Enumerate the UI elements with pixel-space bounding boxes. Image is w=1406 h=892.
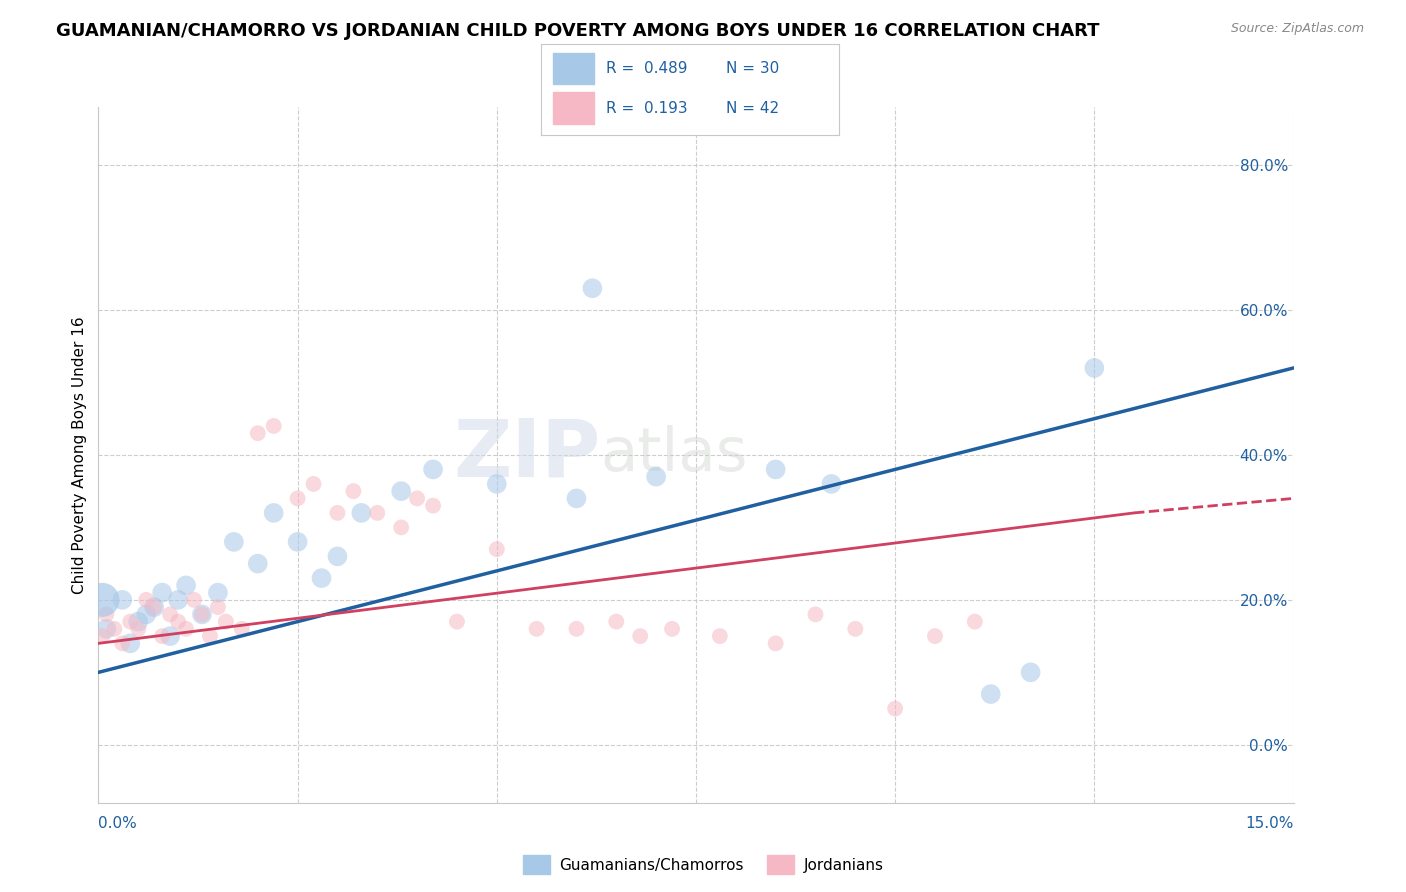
Point	[581, 281, 603, 295]
Point	[143, 600, 166, 615]
Point	[389, 484, 412, 499]
Point	[222, 534, 245, 549]
Point	[111, 592, 134, 607]
Point	[485, 476, 508, 491]
Point	[366, 506, 388, 520]
Point	[120, 615, 142, 629]
Point	[326, 549, 349, 564]
Point	[526, 622, 548, 636]
Bar	[553, 93, 595, 124]
Bar	[553, 53, 595, 84]
Point	[765, 636, 787, 650]
Point	[183, 592, 205, 607]
Text: Source: ZipAtlas.com: Source: ZipAtlas.com	[1230, 22, 1364, 36]
Text: 15.0%: 15.0%	[1246, 816, 1294, 831]
Point	[174, 578, 197, 592]
Point	[605, 615, 627, 629]
Point	[96, 622, 118, 636]
Point	[709, 629, 731, 643]
Text: GUAMANIAN/CHAMORRO VS JORDANIAN CHILD POVERTY AMONG BOYS UNDER 16 CORRELATION CH: GUAMANIAN/CHAMORRO VS JORDANIAN CHILD PO…	[56, 22, 1099, 40]
Point	[422, 499, 444, 513]
Point	[246, 426, 269, 441]
Point	[263, 419, 285, 434]
Point	[120, 636, 142, 650]
Point	[174, 622, 197, 636]
Point	[111, 636, 134, 650]
Point	[565, 622, 588, 636]
Point	[980, 687, 1002, 701]
Point	[820, 476, 842, 491]
Point	[150, 585, 173, 599]
Y-axis label: Child Poverty Among Boys Under 16: Child Poverty Among Boys Under 16	[72, 316, 87, 594]
Point	[963, 615, 986, 629]
Point	[207, 585, 229, 599]
Point	[645, 469, 668, 483]
Point	[96, 607, 118, 622]
Text: 0.0%: 0.0%	[98, 816, 138, 831]
Point	[804, 607, 827, 622]
Point	[167, 592, 190, 607]
Point	[127, 615, 149, 629]
Point	[159, 607, 181, 622]
Legend: Guamanians/Chamorros, Jordanians: Guamanians/Chamorros, Jordanians	[516, 849, 890, 880]
Point	[765, 462, 787, 476]
Text: R =  0.489: R = 0.489	[606, 61, 688, 76]
Point	[844, 622, 866, 636]
Point	[103, 622, 125, 636]
Point	[1019, 665, 1042, 680]
Point	[191, 607, 214, 622]
Point	[159, 629, 181, 643]
Point	[246, 557, 269, 571]
Point	[150, 629, 173, 643]
Point	[884, 701, 907, 715]
Point	[350, 506, 373, 520]
Point	[565, 491, 588, 506]
Point	[135, 592, 157, 607]
Point	[422, 462, 444, 476]
Point	[143, 600, 166, 615]
Point	[628, 629, 651, 643]
Text: N = 42: N = 42	[725, 101, 779, 116]
Point	[311, 571, 333, 585]
Point	[1083, 361, 1105, 376]
Point	[287, 491, 309, 506]
Point	[485, 542, 508, 557]
Point	[342, 484, 364, 499]
Point	[215, 615, 238, 629]
Point	[406, 491, 429, 506]
Point	[167, 615, 190, 629]
Point	[446, 615, 468, 629]
Text: R =  0.193: R = 0.193	[606, 101, 688, 116]
Point	[287, 534, 309, 549]
Point	[127, 622, 149, 636]
Point	[326, 506, 349, 520]
Point	[661, 622, 683, 636]
Text: ZIP: ZIP	[453, 416, 600, 494]
Text: atlas: atlas	[600, 425, 748, 484]
Point	[263, 506, 285, 520]
Point	[198, 629, 221, 643]
Point	[389, 520, 412, 534]
Point	[924, 629, 946, 643]
Point	[302, 476, 325, 491]
Point	[191, 607, 214, 622]
Point	[135, 607, 157, 622]
Point	[91, 592, 114, 607]
Point	[207, 600, 229, 615]
Text: N = 30: N = 30	[725, 61, 779, 76]
Point	[91, 629, 114, 643]
Point	[231, 622, 253, 636]
